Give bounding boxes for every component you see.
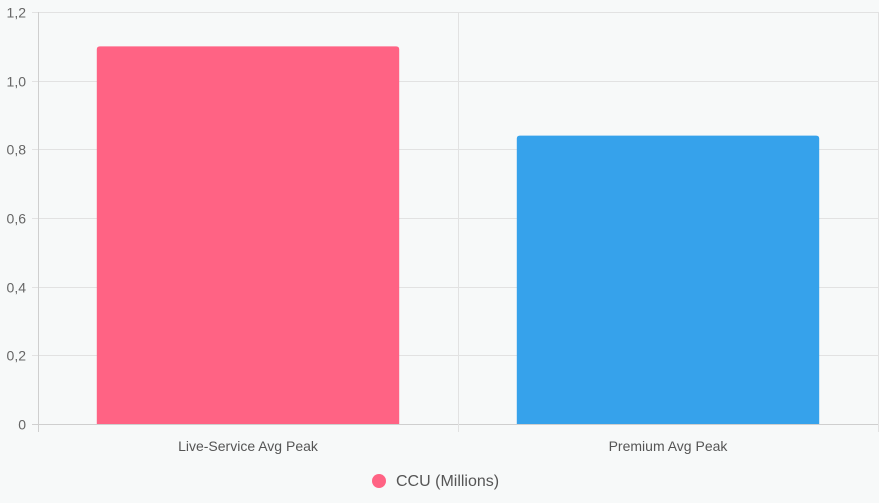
y-tick-label: 0,4 — [7, 280, 27, 296]
legend-label[interactable]: CCU (Millions) — [396, 473, 499, 490]
bar-2[interactable] — [516, 135, 820, 424]
x-axis-category-labels: Live-Service Avg Peak Premium Avg Peak — [178, 438, 728, 454]
bar-1[interactable] — [96, 46, 400, 424]
x-category-label: Live-Service Avg Peak — [178, 438, 319, 454]
y-tick-label: 1,0 — [7, 74, 27, 90]
legend-marker-icon — [372, 474, 386, 488]
bars — [96, 46, 820, 424]
y-tick-label: 0,6 — [7, 211, 27, 227]
y-tick-label: 0 — [18, 417, 26, 433]
y-tick-label: 0,8 — [7, 142, 27, 158]
y-tick-label: 1,2 — [7, 5, 27, 21]
x-category-label: Premium Avg Peak — [609, 438, 729, 454]
y-tick-label: 0,2 — [7, 348, 27, 364]
y-axis-tick-labels: 0 0,2 0,4 0,6 0,8 1,0 1,2 — [7, 5, 27, 433]
legend[interactable]: CCU (Millions) — [372, 473, 499, 490]
